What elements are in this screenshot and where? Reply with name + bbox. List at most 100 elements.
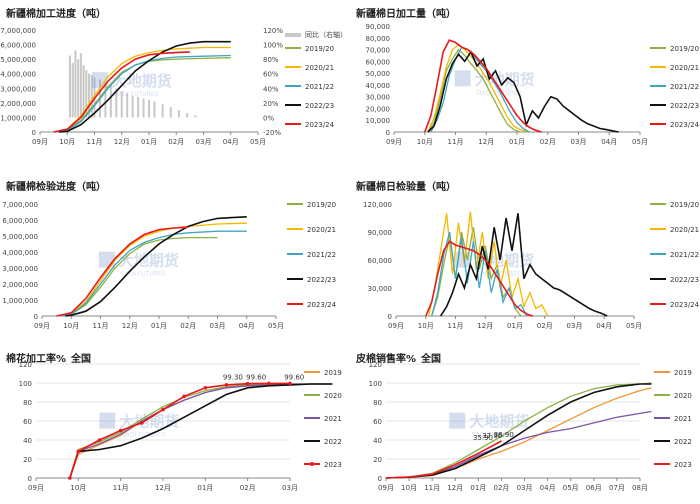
legend-label: 2023/24 — [307, 301, 337, 309]
y-tick-label: 20 — [23, 456, 32, 464]
watermark-en: DADI FUTURES — [471, 432, 516, 439]
legend-label: 2022/23 — [670, 276, 699, 284]
series-point — [245, 381, 250, 386]
series-point — [224, 383, 229, 387]
yoy-bar — [104, 82, 107, 118]
y-tick-label: 50,000 — [366, 70, 391, 78]
x-tick-label: 12月 — [114, 138, 130, 146]
watermark-cn: 大地期货 — [469, 413, 529, 431]
y-tick-label: 3,000,000 — [0, 85, 36, 93]
chart-title: 棉花加工率%_全国 — [6, 354, 92, 365]
y-tick-label: 0 — [34, 313, 38, 321]
x-tick-label: 09月 — [34, 322, 50, 330]
x-tick-label: 12月 — [478, 138, 494, 146]
yoy-bar — [120, 91, 123, 118]
yoy-bar — [71, 62, 74, 118]
series-point — [182, 394, 186, 399]
y-tick-label: 120,000 — [363, 201, 392, 209]
panel-processing-progress: 新疆棉加工进度（吨） 0 1,000,000 2,000,000 3,000,000 4… — [0, 0, 350, 168]
x-tick-label: 11月 — [93, 322, 109, 330]
legend-label: 2023 — [324, 461, 342, 469]
y-tick-label: 80 — [373, 399, 382, 407]
x-tick-label: 10月 — [417, 138, 433, 146]
legend-label: 2022/23 — [305, 102, 334, 110]
x-tick-label: 12月 — [155, 484, 171, 492]
legend-label: 2022/23 — [670, 102, 699, 110]
y2-tick-label: 20% — [263, 100, 279, 108]
y-tick-label: 0 — [386, 129, 390, 137]
series-line-2019 — [56, 236, 218, 317]
x-tick-label: 03月 — [210, 322, 226, 330]
x-tick-label: 01月 — [141, 138, 157, 146]
y-tick-label: 4,000,000 — [2, 249, 38, 257]
y-tick-label: 40 — [373, 437, 382, 445]
y2-tick-label: 100% — [263, 42, 283, 50]
yoy-bar — [142, 98, 145, 118]
y-tick-label: 6,000,000 — [2, 217, 38, 225]
y-tick-label: 1,000,000 — [2, 297, 38, 305]
chart-title: 皮棉销售率%_全国 — [356, 354, 442, 365]
yoy-bar — [148, 99, 150, 118]
legend-label: 2019 — [674, 369, 692, 377]
y-tick-label: 20 — [373, 456, 382, 464]
legend-label: 2023 — [674, 461, 692, 469]
legend-label: 2021/22 — [307, 251, 336, 259]
yoy-bar — [126, 93, 129, 118]
watermark-logo-icon — [449, 412, 466, 429]
panel-processing-rate: 棉花加工率%_全国 0 20 40 60 80 100 120 09月 10月 11月 12月 01月… — [0, 336, 350, 504]
yoy-bar — [77, 59, 80, 118]
watermark-logo-icon — [99, 412, 116, 429]
y-tick-label: 60,000 — [368, 257, 393, 265]
series-line-2023 — [53, 51, 190, 133]
legend-label: 2022 — [674, 438, 692, 446]
series-line-2019 — [431, 227, 522, 317]
yoy-bar — [109, 84, 112, 118]
chart-daily-processing: 0 10,000 20,000 30,000 40,000 50,000 60,000 70,… — [366, 23, 700, 146]
x-tick-label: 12月 — [447, 484, 463, 492]
chart-title: 新疆棉检验进度（吨） — [6, 182, 106, 193]
y-tick-label: 90,000 — [368, 229, 393, 237]
x-tick-label: 02月 — [540, 138, 556, 146]
y-tick-label: 7,000,000 — [0, 27, 36, 35]
series-line-2021 — [431, 231, 528, 317]
x-tick-label: 12月 — [122, 322, 138, 330]
y-tick-label: 0 — [32, 129, 36, 137]
yoy-bar — [115, 88, 118, 118]
watermark-cn: 大地期货 — [119, 252, 179, 270]
y-tick-label: 5,000,000 — [2, 233, 38, 241]
y2-tick-label: 80% — [263, 56, 279, 64]
y-tick-label: 80,000 — [366, 35, 391, 43]
y-tick-label: 100 — [19, 380, 32, 388]
x-tick-label: 05月 — [632, 138, 648, 146]
x-tick-label: 03月 — [282, 484, 298, 492]
legend-label: 2021/22 — [670, 83, 699, 91]
y-tick-label: 60,000 — [366, 58, 391, 66]
chart-title: 新疆棉日加工量（吨） — [356, 9, 456, 20]
series-line-rate2019 — [69, 383, 333, 479]
watermark-en: DADI FUTURES — [114, 91, 159, 98]
y-tick-label: 5,000,000 — [0, 56, 36, 64]
x-tick-label: 03月 — [567, 322, 583, 330]
y-tick-label: 90,000 — [366, 23, 391, 31]
legend-label: 2022/23 — [307, 276, 336, 284]
watermark-logo-icon — [454, 70, 471, 87]
x-tick-label: 10月 — [59, 138, 75, 146]
x-tick-label: 11月 — [448, 322, 464, 330]
y-tick-label: 0 — [388, 313, 392, 321]
legend-label: 2021/22 — [305, 83, 334, 91]
x-tick-label: 06月 — [586, 484, 602, 492]
series-line-2022 — [439, 213, 608, 317]
series-line-rate2020 — [385, 382, 652, 479]
x-tick-label: 05月 — [563, 484, 579, 492]
series-line-2023 — [56, 226, 189, 317]
series-point — [267, 381, 271, 386]
y-tick-label: 3,000,000 — [2, 265, 38, 273]
y-tick-label: 0 — [378, 475, 382, 483]
panel-lint-sales-rate: 皮棉销售率%_全国 0 20 40 60 80 100 120 09月 10月 11月 12月 01月… — [350, 336, 700, 504]
chart-title: 新疆棉日检验量（吨） — [356, 182, 456, 193]
x-tick-label: 02月 — [180, 322, 196, 330]
legend-label: 2019/20 — [670, 201, 699, 209]
legend-label: 2020 — [324, 392, 342, 400]
y-tick-label: 10,000 — [366, 117, 391, 125]
